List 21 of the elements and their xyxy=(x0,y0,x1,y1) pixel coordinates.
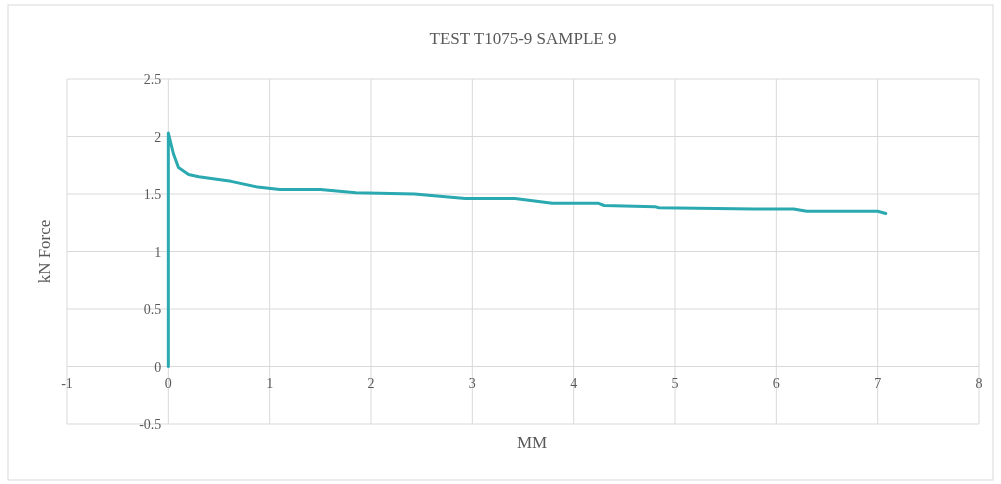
x-tick-label: 1 xyxy=(266,375,274,391)
y-tick-label: 1 xyxy=(154,244,162,260)
y-tick-label: 1.5 xyxy=(143,187,162,202)
x-tick-label: 5 xyxy=(671,375,679,391)
y-tick-label: -0.5 xyxy=(139,417,162,432)
x-axis-title: MM xyxy=(516,433,548,452)
y-tick-label: 0.5 xyxy=(143,302,162,317)
y-tick-label: 0 xyxy=(154,359,162,375)
x-tick-label: 3 xyxy=(468,375,476,391)
y-axis-title: kN Force xyxy=(35,219,54,284)
x-tick-label: -1 xyxy=(61,375,73,391)
x-tick-label: 0 xyxy=(164,375,172,391)
line-series xyxy=(166,131,888,368)
y-tick-label: 2 xyxy=(154,129,162,145)
x-tick-label: 7 xyxy=(874,375,882,391)
x-tick-label: 6 xyxy=(772,375,780,391)
chart-title: TEST T1075-9 SAMPLE 9 xyxy=(429,29,617,48)
x-tick-label: 4 xyxy=(570,375,578,391)
x-tick-label: 2 xyxy=(367,375,375,391)
x-tick-label: 8 xyxy=(975,375,983,391)
y-tick-label: 2.5 xyxy=(143,72,162,87)
